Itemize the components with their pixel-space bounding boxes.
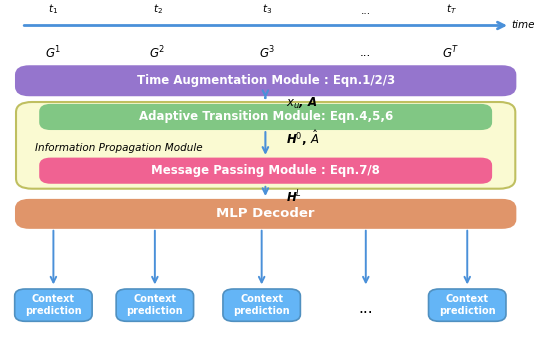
- Text: $\boldsymbol{H}^L$: $\boldsymbol{H}^L$: [286, 188, 302, 205]
- Text: Context
prediction: Context prediction: [439, 294, 496, 316]
- FancyBboxPatch shape: [16, 200, 515, 228]
- Text: Context
prediction: Context prediction: [233, 294, 290, 316]
- Text: Adaptive Transition Module: Eqn.4,5,6: Adaptive Transition Module: Eqn.4,5,6: [138, 110, 393, 123]
- FancyBboxPatch shape: [16, 66, 515, 95]
- Text: $G^1$: $G^1$: [45, 45, 61, 61]
- FancyBboxPatch shape: [223, 289, 300, 321]
- Text: $t_2$: $t_2$: [153, 2, 162, 16]
- FancyBboxPatch shape: [40, 158, 491, 183]
- FancyBboxPatch shape: [116, 289, 193, 321]
- Text: Context
prediction: Context prediction: [25, 294, 82, 316]
- Text: $G^2$: $G^2$: [150, 45, 166, 61]
- FancyBboxPatch shape: [428, 289, 506, 321]
- Text: $G^3$: $G^3$: [259, 45, 275, 61]
- Text: Time Augmentation Module : Eqn.1/2/3: Time Augmentation Module : Eqn.1/2/3: [137, 74, 395, 87]
- Text: $t_T$: $t_T$: [446, 2, 457, 16]
- Text: Message Passing Module : Eqn.7/8: Message Passing Module : Eqn.7/8: [151, 164, 380, 177]
- Text: timeline: timeline: [512, 20, 534, 31]
- Text: $t_3$: $t_3$: [262, 2, 272, 16]
- Text: $x_u$, $\boldsymbol{A}$: $x_u$, $\boldsymbol{A}$: [286, 96, 317, 111]
- Text: MLP Decoder: MLP Decoder: [216, 207, 315, 220]
- Text: Information Propagation Module: Information Propagation Module: [35, 143, 202, 153]
- Text: ...: ...: [358, 301, 373, 316]
- Text: ...: ...: [360, 46, 372, 59]
- Text: $t_1$: $t_1$: [49, 2, 58, 16]
- Text: ...: ...: [361, 6, 371, 16]
- FancyBboxPatch shape: [40, 105, 491, 129]
- FancyBboxPatch shape: [15, 289, 92, 321]
- Text: Context
prediction: Context prediction: [127, 294, 183, 316]
- FancyBboxPatch shape: [16, 102, 515, 189]
- Text: $G^T$: $G^T$: [443, 45, 460, 61]
- Text: $\boldsymbol{H}^0$, $\boldsymbol{\hat{A}}$: $\boldsymbol{H}^0$, $\boldsymbol{\hat{A}…: [286, 128, 319, 148]
